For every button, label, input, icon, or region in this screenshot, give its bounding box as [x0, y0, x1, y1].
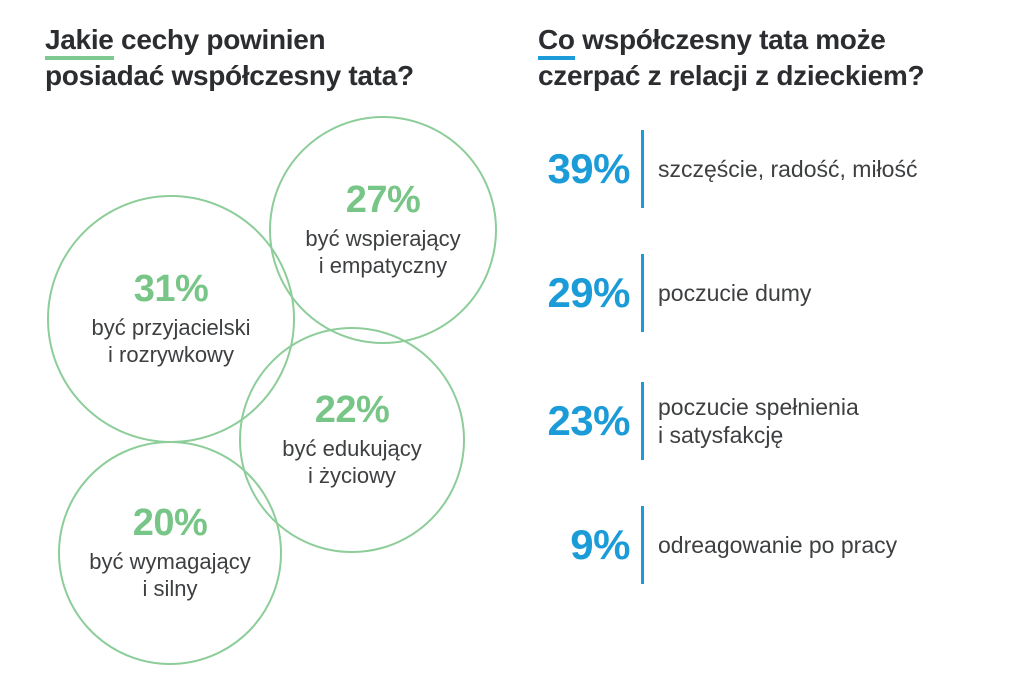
stat-value: 39%	[547, 145, 630, 192]
stat-label-line1: szczęście, radość, miłość	[658, 156, 918, 182]
stat-row-duma: 29% poczucie dumy	[538, 254, 811, 332]
bubble-value: 20%	[132, 501, 208, 544]
stat-label-line2: i satysfakcję	[658, 422, 784, 448]
bubble-label: być wymagający i silny	[89, 548, 250, 602]
benefits-title: Co współczesny tata może czerpać z relac…	[538, 22, 1008, 94]
stat-row-odreagowanie: 9% odreagowanie po pracy	[538, 506, 897, 584]
bubble-label: być edukujący i życiowy	[282, 435, 421, 489]
stat-label-line1: poczucie dumy	[658, 280, 812, 306]
bubble-wspierajacy: 27% być wspierający i empatyczny	[269, 116, 497, 344]
bubble-label-line1: być przyjacielski	[91, 315, 251, 341]
bubble-value: 27%	[345, 178, 421, 221]
bubble-przyjacielski: 31% być przyjacielski i rozrywkowy	[47, 195, 295, 443]
stat-divider-bar	[641, 506, 644, 584]
bubble-label: być wspierający i empatyczny	[305, 225, 460, 279]
stat-row-spelnienie: 23% poczucie spełnienia i satysfakcję	[538, 382, 859, 460]
benefits-title-line1-rest: współczesny tata może	[574, 24, 886, 55]
bubble-label-line2: i rozrywkowy	[108, 342, 234, 368]
benefits-title-highlight: Co	[538, 24, 575, 60]
benefits-title-line1: Co współczesny tata może	[538, 22, 1008, 60]
traits-title-highlight: Jakie	[45, 24, 114, 60]
bubble-label-line1: być edukujący	[282, 436, 422, 462]
traits-title-line1: Jakie cechy powinien	[45, 22, 505, 60]
stat-label-line1: poczucie spełnienia	[658, 394, 859, 420]
stat-divider-bar	[641, 254, 644, 332]
benefits-title-line2: czerpać z relacji z dzieckiem?	[538, 59, 925, 91]
bubble-value: 31%	[133, 267, 209, 310]
stat-label: szczęście, radość, miłość	[658, 155, 917, 183]
bubble-content: 27% być wspierający i empatyczny	[305, 178, 460, 280]
traits-title: Jakie cechy powinien posiadać współczesn…	[45, 22, 505, 94]
bubble-content: 20% być wymagający i silny	[89, 501, 250, 603]
stat-label: odreagowanie po pracy	[658, 531, 897, 559]
bubble-content: 31% być przyjacielski i rozrywkowy	[92, 267, 251, 369]
stat-value: 29%	[547, 269, 630, 316]
stat-value: 23%	[547, 397, 630, 444]
stat-label: poczucie spełnienia i satysfakcję	[658, 393, 859, 449]
bubble-content: 22% być edukujący i życiowy	[282, 388, 421, 490]
bubble-label-line2: i empatyczny	[318, 253, 448, 279]
bubble-label-line1: być wspierający	[305, 226, 461, 252]
bubble-wymagajacy: 20% być wymagający i silny	[58, 441, 282, 665]
bubble-edukujacy: 22% być edukujący i życiowy	[239, 327, 465, 553]
stat-row-szczescie: 39% szczęście, radość, miłość	[538, 130, 917, 208]
traits-title-line2: posiadać współczesny tata?	[45, 59, 414, 91]
bubble-label: być przyjacielski i rozrywkowy	[92, 314, 251, 368]
bubble-label-line1: być wymagający	[89, 549, 251, 575]
bubble-label-line2: i życiowy	[307, 463, 396, 489]
stat-divider-bar	[641, 382, 644, 460]
stat-value: 9%	[570, 521, 630, 568]
stat-divider-bar	[641, 130, 644, 208]
stat-label: poczucie dumy	[658, 279, 811, 307]
bubble-label-line2: i silny	[142, 576, 198, 602]
traits-title-line1-rest: cechy powinien	[113, 24, 326, 55]
bubble-value: 22%	[314, 388, 390, 431]
stat-label-line1: odreagowanie po pracy	[658, 532, 898, 558]
